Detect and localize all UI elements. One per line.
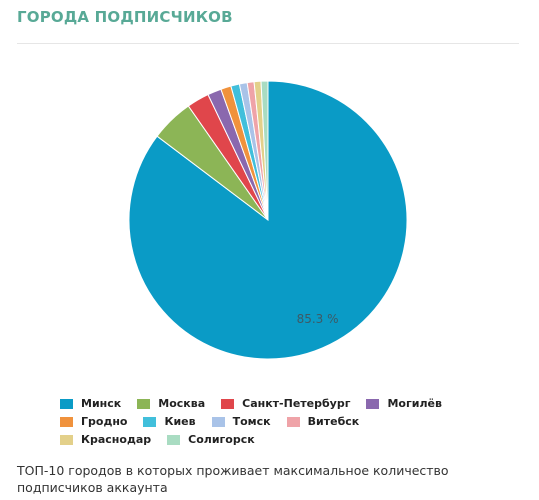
legend-swatch	[167, 434, 181, 445]
legend-label: Минск	[81, 397, 122, 410]
description: ТОП-10 городов в которых проживает макси…	[17, 463, 449, 495]
legend-label: Солигорск	[188, 433, 255, 446]
legend-item: Гродно	[60, 415, 127, 428]
legend: Минск Москва Санкт-Петербург Могилёв Гродно К…	[60, 395, 480, 449]
legend-swatch	[60, 398, 73, 409]
legend-swatch	[366, 398, 380, 409]
legend-swatch	[211, 416, 225, 427]
legend-item: Витебск	[286, 415, 360, 428]
legend-item: Москва	[137, 397, 205, 410]
divider	[17, 43, 519, 44]
chart: 85.3 %	[128, 80, 408, 360]
slice-label: 85.3 %	[297, 312, 339, 326]
legend-swatch	[137, 398, 151, 409]
legend-item: Санкт-Петербург	[221, 397, 350, 410]
pie-slice	[128, 80, 408, 360]
legend-swatch	[60, 434, 73, 445]
legend-swatch	[221, 398, 235, 409]
pie-slice	[260, 80, 269, 221]
legend-label: Киев	[164, 415, 196, 428]
legend-label: Москва	[158, 397, 206, 410]
legend-swatch	[60, 416, 73, 427]
legend-label: Краснодар	[81, 433, 152, 446]
chart-title: ГОРОДА ПОДПИСЧИКОВ	[17, 8, 233, 26]
legend-label: Гродно	[81, 415, 128, 428]
legend-swatch	[286, 416, 300, 427]
legend-label: Санкт-Петербург	[242, 397, 351, 410]
legend-label: Витебск	[307, 415, 360, 428]
legend-item: Солигорск	[167, 433, 255, 446]
legend-label: Могилёв	[387, 397, 442, 410]
legend-item: Могилёв	[366, 397, 442, 410]
legend-item: Краснодар	[60, 433, 151, 446]
legend-label: Томск	[232, 415, 271, 428]
legend-item: Киев	[143, 415, 196, 428]
legend-swatch	[143, 416, 157, 427]
legend-item: Минск	[60, 397, 121, 410]
legend-item: Томск	[211, 415, 271, 428]
